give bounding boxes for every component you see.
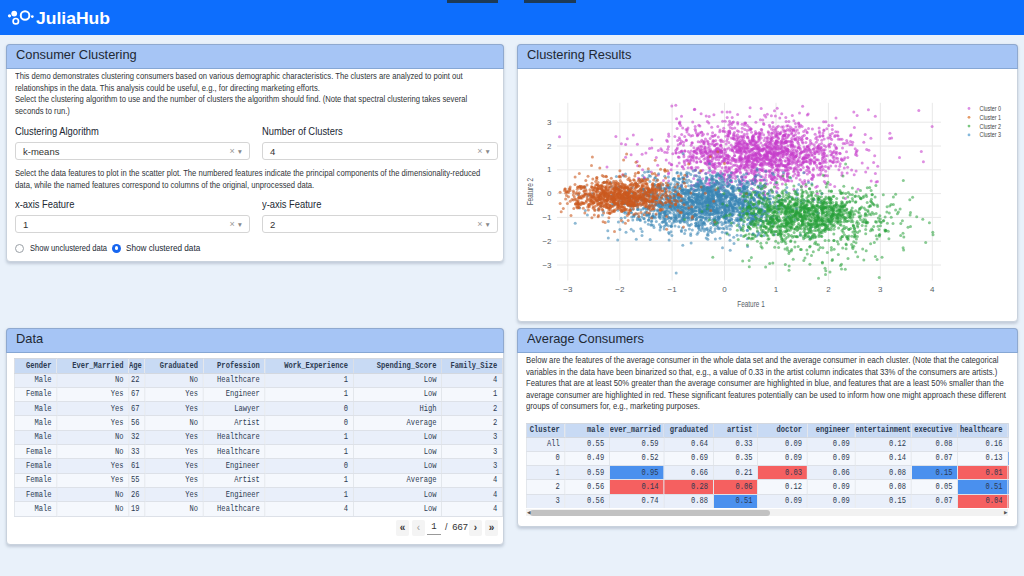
svg-text:Feature 2: Feature 2: [525, 178, 535, 206]
svg-text:Feature 1: Feature 1: [737, 299, 765, 309]
svg-text:Cluster 0: Cluster 0: [980, 105, 1002, 112]
svg-text:3: 3: [547, 118, 552, 127]
svg-text:Cluster 3: Cluster 3: [980, 131, 1002, 138]
svg-text:2: 2: [826, 285, 831, 294]
svg-text:4: 4: [930, 285, 935, 294]
svg-text:0: 0: [547, 189, 552, 198]
svg-text:0: 0: [722, 285, 727, 294]
svg-text:Cluster 1: Cluster 1: [980, 114, 1002, 121]
svg-text:1: 1: [774, 285, 779, 294]
svg-text:Cluster 2: Cluster 2: [980, 123, 1002, 130]
svg-text:−3: −3: [563, 285, 573, 294]
svg-text:1: 1: [547, 165, 552, 174]
svg-text:2: 2: [547, 142, 552, 151]
svg-text:−1: −1: [542, 213, 552, 222]
svg-text:−1: −1: [668, 285, 678, 294]
svg-text:−2: −2: [615, 285, 625, 294]
svg-text:−3: −3: [542, 261, 552, 270]
svg-text:3: 3: [878, 285, 883, 294]
svg-text:−2: −2: [542, 237, 552, 246]
